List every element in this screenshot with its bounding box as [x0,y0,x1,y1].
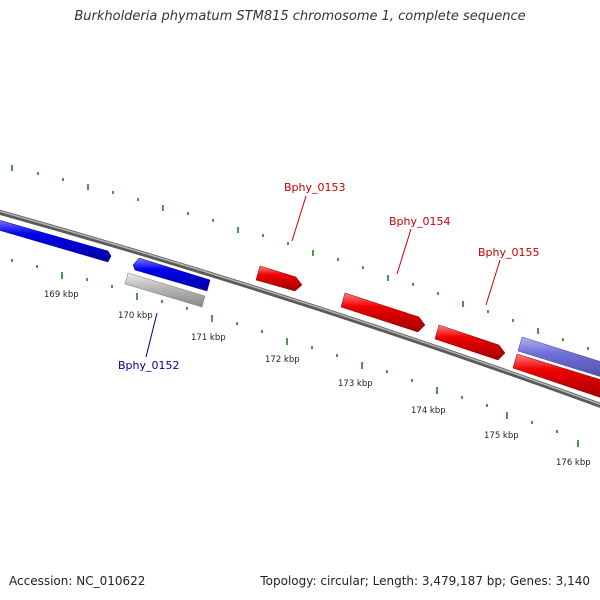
ruler-label-171: 171 kbp [191,333,226,343]
ruler-label-176: 176 kbp [556,458,591,468]
gene-arrow-red-right[interactable] [512,353,600,399]
upper-tick-ring [11,165,589,350]
sequence-backbone [0,209,600,408]
leader-line-bphy-0152 [145,312,158,358]
leader-line-bphy-0154 [396,228,412,275]
gene-arrow-purple[interactable] [517,336,600,378]
gene-arrow-bphy-0155[interactable] [434,324,506,361]
lower-tick-ring [11,259,579,447]
leader-line-bphy-0155 [485,259,501,306]
leader-line-bphy-0153 [291,195,307,242]
gene-arrow-bphy-0153[interactable] [255,265,303,292]
map-title: Burkholderia phymatum STM815 chromosome … [74,9,526,24]
ruler-label-172: 172 kbp [265,355,300,365]
gene-label-bphy-0155[interactable]: Bphy_0155 [478,246,540,259]
ruler-label-169: 169 kbp [44,290,79,300]
gene-arrow-grey[interactable] [124,272,206,308]
gene-label-bphy-0152[interactable]: Bphy_0152 [118,359,180,372]
ruler-label-170: 170 kbp [118,311,153,321]
ruler-label-173: 173 kbp [338,379,373,389]
accession-text: Accession: NC_010622 [9,574,146,588]
gene-arrow-reverse-left[interactable] [0,219,112,263]
gene-arrow-bphy-0152[interactable] [132,257,211,292]
ruler-label-174: 174 kbp [411,406,446,416]
gene-label-bphy-0153[interactable]: Bphy_0153 [284,181,346,194]
sequence-summary-text: Topology: circular; Length: 3,479,187 bp… [260,574,590,588]
gene-label-bphy-0154[interactable]: Bphy_0154 [389,215,451,228]
gene-arrow-bphy-0154[interactable] [340,292,426,333]
ruler-label-175: 175 kbp [484,431,519,441]
